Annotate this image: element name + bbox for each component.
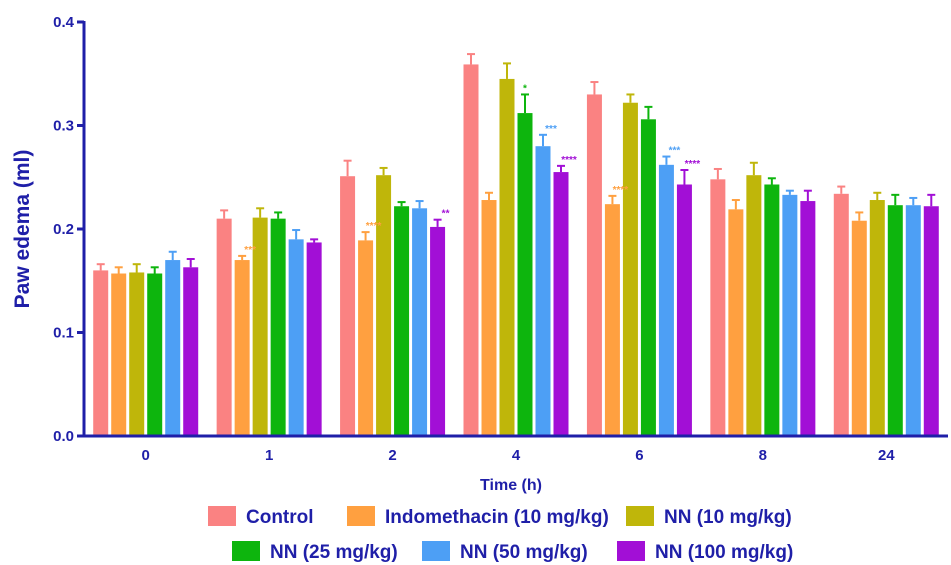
x-tick-label: 2 bbox=[388, 447, 396, 464]
legend-swatch-control bbox=[208, 506, 236, 526]
bar-nn-25-mg-kg--t4 bbox=[517, 113, 533, 436]
legend-label-nn-100-mg-kg-: NN (100 mg/kg) bbox=[655, 542, 793, 563]
bar-control-t8 bbox=[710, 179, 726, 436]
bar-nn-10-mg-kg--t0 bbox=[129, 272, 145, 436]
y-axis-title: Paw edema (ml) bbox=[11, 150, 34, 309]
legend-label-nn-10-mg-kg-: NN (10 mg/kg) bbox=[664, 507, 792, 528]
bar-nn-10-mg-kg--t6 bbox=[622, 102, 638, 436]
bar-nn-100-mg-kg--t2 bbox=[430, 226, 446, 436]
bar-nn-100-mg-kg--t24 bbox=[923, 206, 939, 436]
bar-nn-25-mg-kg--t6 bbox=[640, 119, 656, 436]
bar-nn-100-mg-kg--t4 bbox=[553, 172, 569, 436]
bars-layer bbox=[93, 64, 939, 437]
bar-indomethacin-10-mg-kg--t6 bbox=[604, 204, 620, 436]
significance-label: **** bbox=[366, 221, 382, 232]
legend-swatch-indomethacin-10-mg-kg- bbox=[347, 506, 375, 526]
x-axis-title: Time (h) bbox=[480, 477, 542, 494]
significance-label: **** bbox=[561, 155, 577, 166]
bar-nn-50-mg-kg--t1 bbox=[288, 239, 304, 436]
bar-nn-100-mg-kg--t0 bbox=[183, 267, 199, 436]
axes-layer bbox=[82, 21, 948, 438]
y-tick-label: 0.2 bbox=[53, 221, 74, 238]
bar-nn-50-mg-kg--t24 bbox=[905, 205, 921, 436]
bar-control-t1 bbox=[216, 218, 232, 436]
bar-control-t24 bbox=[833, 193, 849, 436]
significance-label: *** bbox=[545, 124, 557, 135]
bar-nn-25-mg-kg--t8 bbox=[764, 184, 780, 436]
bar-indomethacin-10-mg-kg--t24 bbox=[851, 220, 867, 436]
y-tick-label: 0.0 bbox=[53, 428, 74, 445]
significance-label: **** bbox=[685, 159, 701, 170]
bar-control-t4 bbox=[463, 64, 479, 436]
bar-nn-50-mg-kg--t4 bbox=[535, 146, 551, 436]
legend-swatch-nn-10-mg-kg- bbox=[626, 506, 654, 526]
significance-label: *** bbox=[244, 245, 256, 256]
legend-swatch-nn-100-mg-kg- bbox=[617, 541, 645, 561]
bar-nn-50-mg-kg--t2 bbox=[412, 208, 428, 436]
bar-indomethacin-10-mg-kg--t8 bbox=[728, 209, 744, 436]
bar-nn-10-mg-kg--t8 bbox=[746, 175, 762, 436]
x-tick-label: 1 bbox=[265, 447, 273, 464]
bar-nn-10-mg-kg--t24 bbox=[869, 200, 885, 436]
bar-nn-10-mg-kg--t4 bbox=[499, 78, 515, 437]
ticks-layer: 0.00.10.20.30.40 1 2 4 6 8 24 bbox=[53, 14, 895, 464]
bar-nn-50-mg-kg--t6 bbox=[658, 164, 674, 436]
x-tick-label: 24 bbox=[878, 447, 895, 464]
significance-label: **** bbox=[613, 185, 629, 196]
bar-indomethacin-10-mg-kg--t1 bbox=[234, 260, 250, 436]
bar-nn-100-mg-kg--t6 bbox=[676, 184, 692, 436]
legend-label-control: Control bbox=[246, 507, 314, 528]
error-bars-layer bbox=[96, 53, 936, 274]
bar-nn-10-mg-kg--t1 bbox=[252, 217, 268, 436]
bar-control-t6 bbox=[586, 94, 602, 436]
bar-nn-100-mg-kg--t8 bbox=[800, 201, 816, 436]
bar-nn-50-mg-kg--t8 bbox=[782, 194, 798, 436]
bar-nn-25-mg-kg--t24 bbox=[887, 205, 903, 436]
bar-nn-10-mg-kg--t2 bbox=[376, 175, 392, 436]
bar-control-t0 bbox=[93, 270, 109, 436]
bar-nn-25-mg-kg--t0 bbox=[147, 273, 163, 436]
x-tick-label: 4 bbox=[512, 447, 521, 464]
bar-control-t2 bbox=[340, 176, 356, 436]
bar-nn-25-mg-kg--t2 bbox=[394, 206, 410, 436]
y-tick-label: 0.4 bbox=[53, 14, 75, 31]
significance-layer: **************************** bbox=[244, 83, 700, 255]
x-tick-label: 8 bbox=[759, 447, 767, 464]
legend-swatch-nn-25-mg-kg- bbox=[232, 541, 260, 561]
y-tick-label: 0.1 bbox=[53, 325, 74, 342]
bar-indomethacin-10-mg-kg--t0 bbox=[111, 273, 127, 436]
legend-label-indomethacin-10-mg-kg-: Indomethacin (10 mg/kg) bbox=[385, 507, 609, 528]
legend-swatch-nn-50-mg-kg- bbox=[422, 541, 450, 561]
bar-nn-50-mg-kg--t0 bbox=[165, 260, 181, 436]
significance-label: *** bbox=[669, 146, 681, 157]
bar-indomethacin-10-mg-kg--t4 bbox=[481, 200, 497, 436]
bar-indomethacin-10-mg-kg--t2 bbox=[358, 240, 374, 436]
x-tick-label: 0 bbox=[142, 447, 150, 464]
legend-label-nn-25-mg-kg-: NN (25 mg/kg) bbox=[270, 542, 398, 563]
bar-nn-100-mg-kg--t1 bbox=[306, 242, 322, 436]
significance-label: * bbox=[523, 83, 527, 94]
legend-label-nn-50-mg-kg-: NN (50 mg/kg) bbox=[460, 542, 588, 563]
x-tick-label: 6 bbox=[635, 447, 643, 464]
bar-nn-25-mg-kg--t1 bbox=[270, 218, 286, 436]
y-tick-label: 0.3 bbox=[53, 118, 74, 135]
significance-label: ** bbox=[442, 209, 450, 220]
legend: Control Indomethacin (10 mg/kg) NN (10 mg/… bbox=[208, 506, 793, 563]
